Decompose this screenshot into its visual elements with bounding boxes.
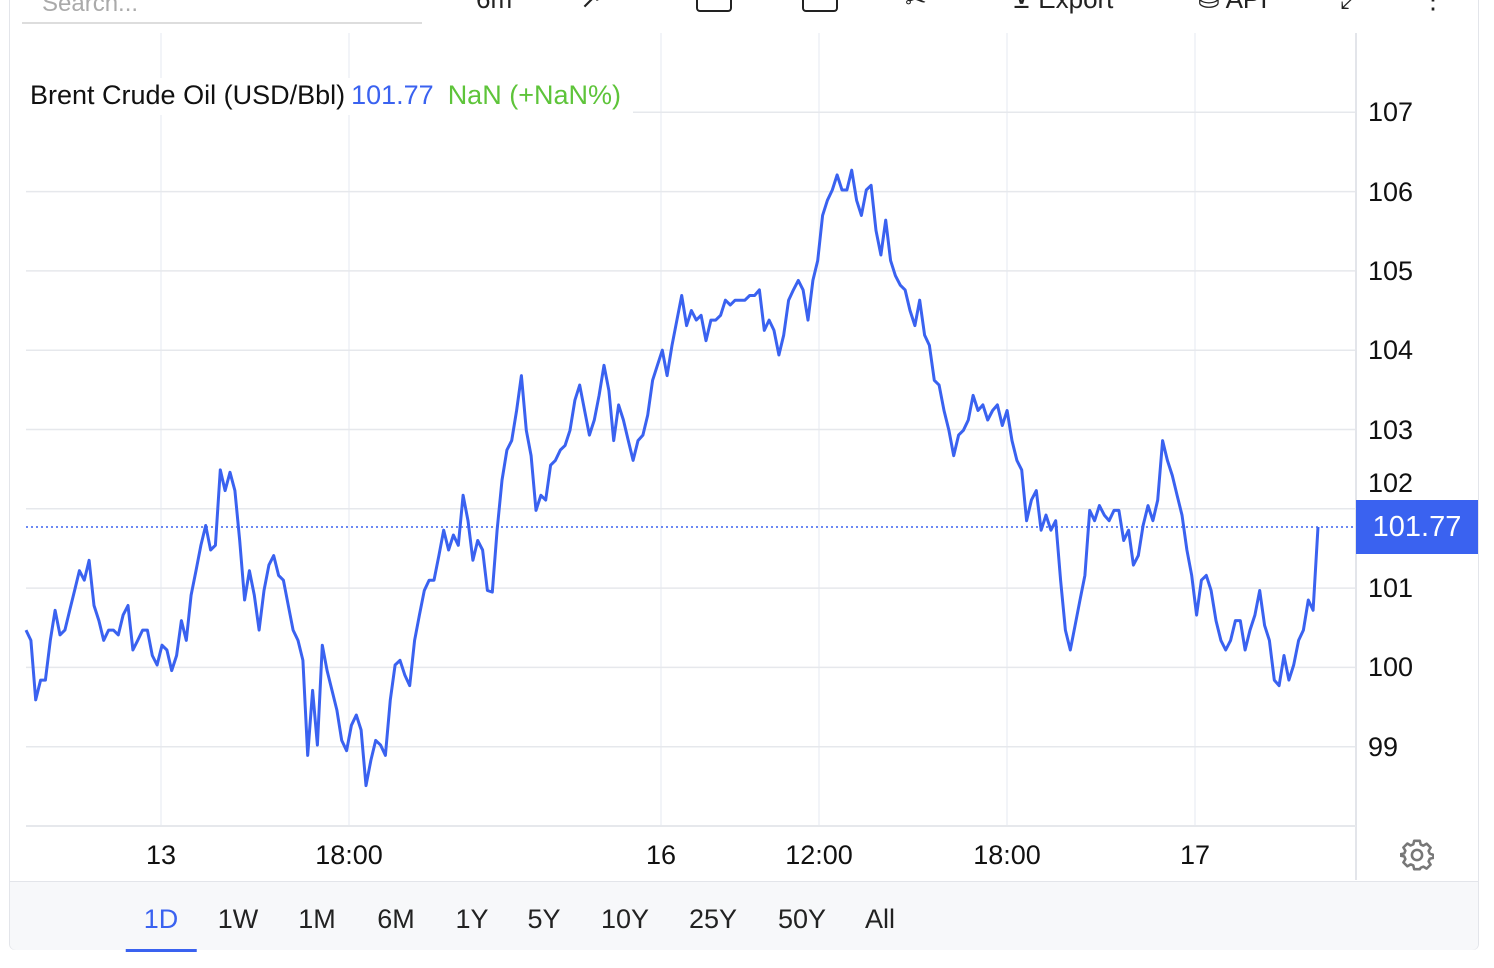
range-selector: 1D 1W 1M 6M 1Y 5Y 10Y 25Y 50Y All (10, 881, 1478, 952)
api-button[interactable]: ⛁ API (1198, 0, 1268, 15)
x-tick-label: 12:00 (785, 840, 853, 870)
indicator-icon[interactable] (802, 0, 838, 12)
range-tab-6m[interactable]: 6M (377, 904, 415, 934)
database-icon: ⛁ (1198, 0, 1220, 14)
series-line (24, 168, 1320, 788)
y-tick-label: 107 (1368, 97, 1414, 128)
y-tick-label: 100 (1368, 652, 1414, 683)
y-tick-label: 99 (1368, 731, 1399, 762)
range-tab-10y[interactable]: 10Y (600, 904, 650, 934)
legend-price: 101.77 (351, 80, 434, 110)
toolbar: 6m ↗ ✂ ⊻ Export ⛁ API ⤢ ⋮ (0, 0, 1494, 30)
api-label: API (1226, 0, 1268, 14)
x-tick-label: 16 (645, 840, 677, 870)
x-tick-label: 18:00 (315, 840, 383, 870)
chart-type-icon[interactable]: ↗ (580, 0, 602, 15)
y-tick-label: 103 (1368, 414, 1414, 445)
legend-title: Brent Crude Oil (USD/Bbl) (30, 80, 346, 110)
fullscreen-icon[interactable]: ⤢ (1340, 0, 1361, 16)
x-tick-label: 13 (145, 840, 177, 870)
settings-gear-icon[interactable] (1400, 838, 1434, 872)
range-tab-1w[interactable]: 1W (217, 904, 259, 934)
y-tick-label: 105 (1368, 255, 1414, 286)
range-tab-50y[interactable]: 50Y (777, 904, 827, 934)
range-tab-1d[interactable]: 1D (125, 904, 197, 952)
search-input[interactable] (22, 0, 422, 24)
x-tick-label: 18:00 (973, 840, 1041, 870)
range-tab-1m[interactable]: 1M (298, 904, 336, 934)
download-icon: ⊻ (1012, 0, 1031, 14)
range-tab-25y[interactable]: 25Y (688, 904, 738, 934)
export-button[interactable]: ⊻ Export (1012, 0, 1113, 15)
chart-legend: Brent Crude Oil (USD/Bbl) 101.77 NaN (+NaN… (26, 78, 633, 115)
export-label: Export (1038, 0, 1113, 14)
compare-icon[interactable] (696, 0, 732, 12)
range-tab-5y[interactable]: 5Y (527, 904, 561, 934)
more-options-icon[interactable]: ⋮ (1420, 0, 1446, 15)
y-tick-label: 101 (1368, 573, 1414, 604)
y-tick-label: 102 (1368, 468, 1414, 499)
range-tab-1y[interactable]: 1Y (455, 904, 489, 934)
interval-selector[interactable]: 6m (476, 0, 512, 15)
y-tick-label: 106 (1368, 176, 1414, 207)
x-tick-label: 17 (1179, 840, 1211, 870)
range-tab-all[interactable]: All (864, 904, 896, 934)
draw-icon[interactable]: ✂ (905, 0, 927, 15)
legend-change: NaN (+NaN%) (447, 80, 621, 110)
last-price-badge: 101.77 (1356, 500, 1478, 555)
y-tick-label: 104 (1368, 335, 1414, 366)
